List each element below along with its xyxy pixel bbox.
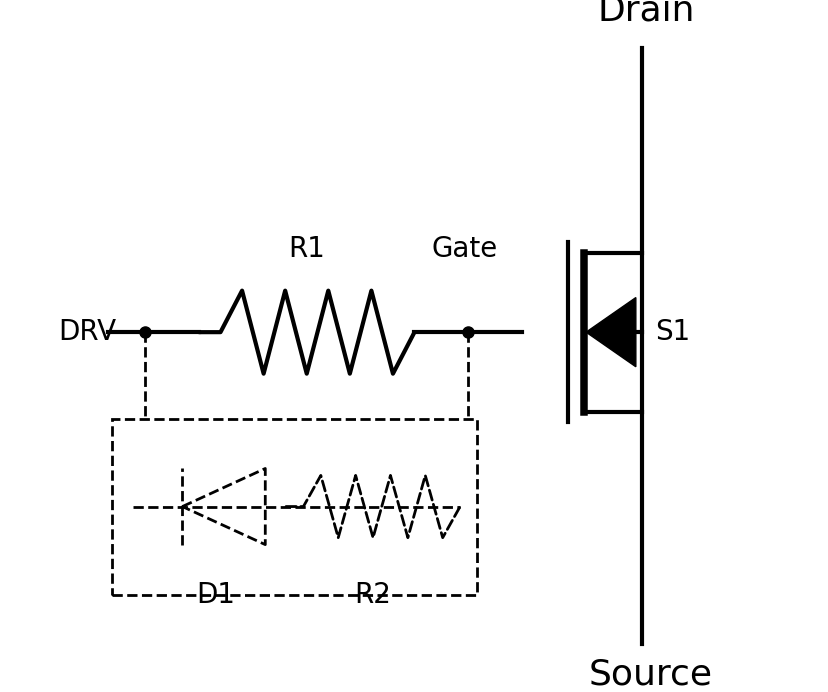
Text: Gate: Gate <box>431 235 497 263</box>
Text: Drain: Drain <box>597 0 695 28</box>
Text: R1: R1 <box>288 235 325 263</box>
Text: R2: R2 <box>354 581 391 609</box>
Polygon shape <box>585 298 635 367</box>
Text: Source: Source <box>588 657 712 691</box>
Text: DRV: DRV <box>58 318 116 346</box>
Text: D1: D1 <box>195 581 235 609</box>
Text: S1: S1 <box>654 318 690 346</box>
Bar <box>112 419 476 595</box>
